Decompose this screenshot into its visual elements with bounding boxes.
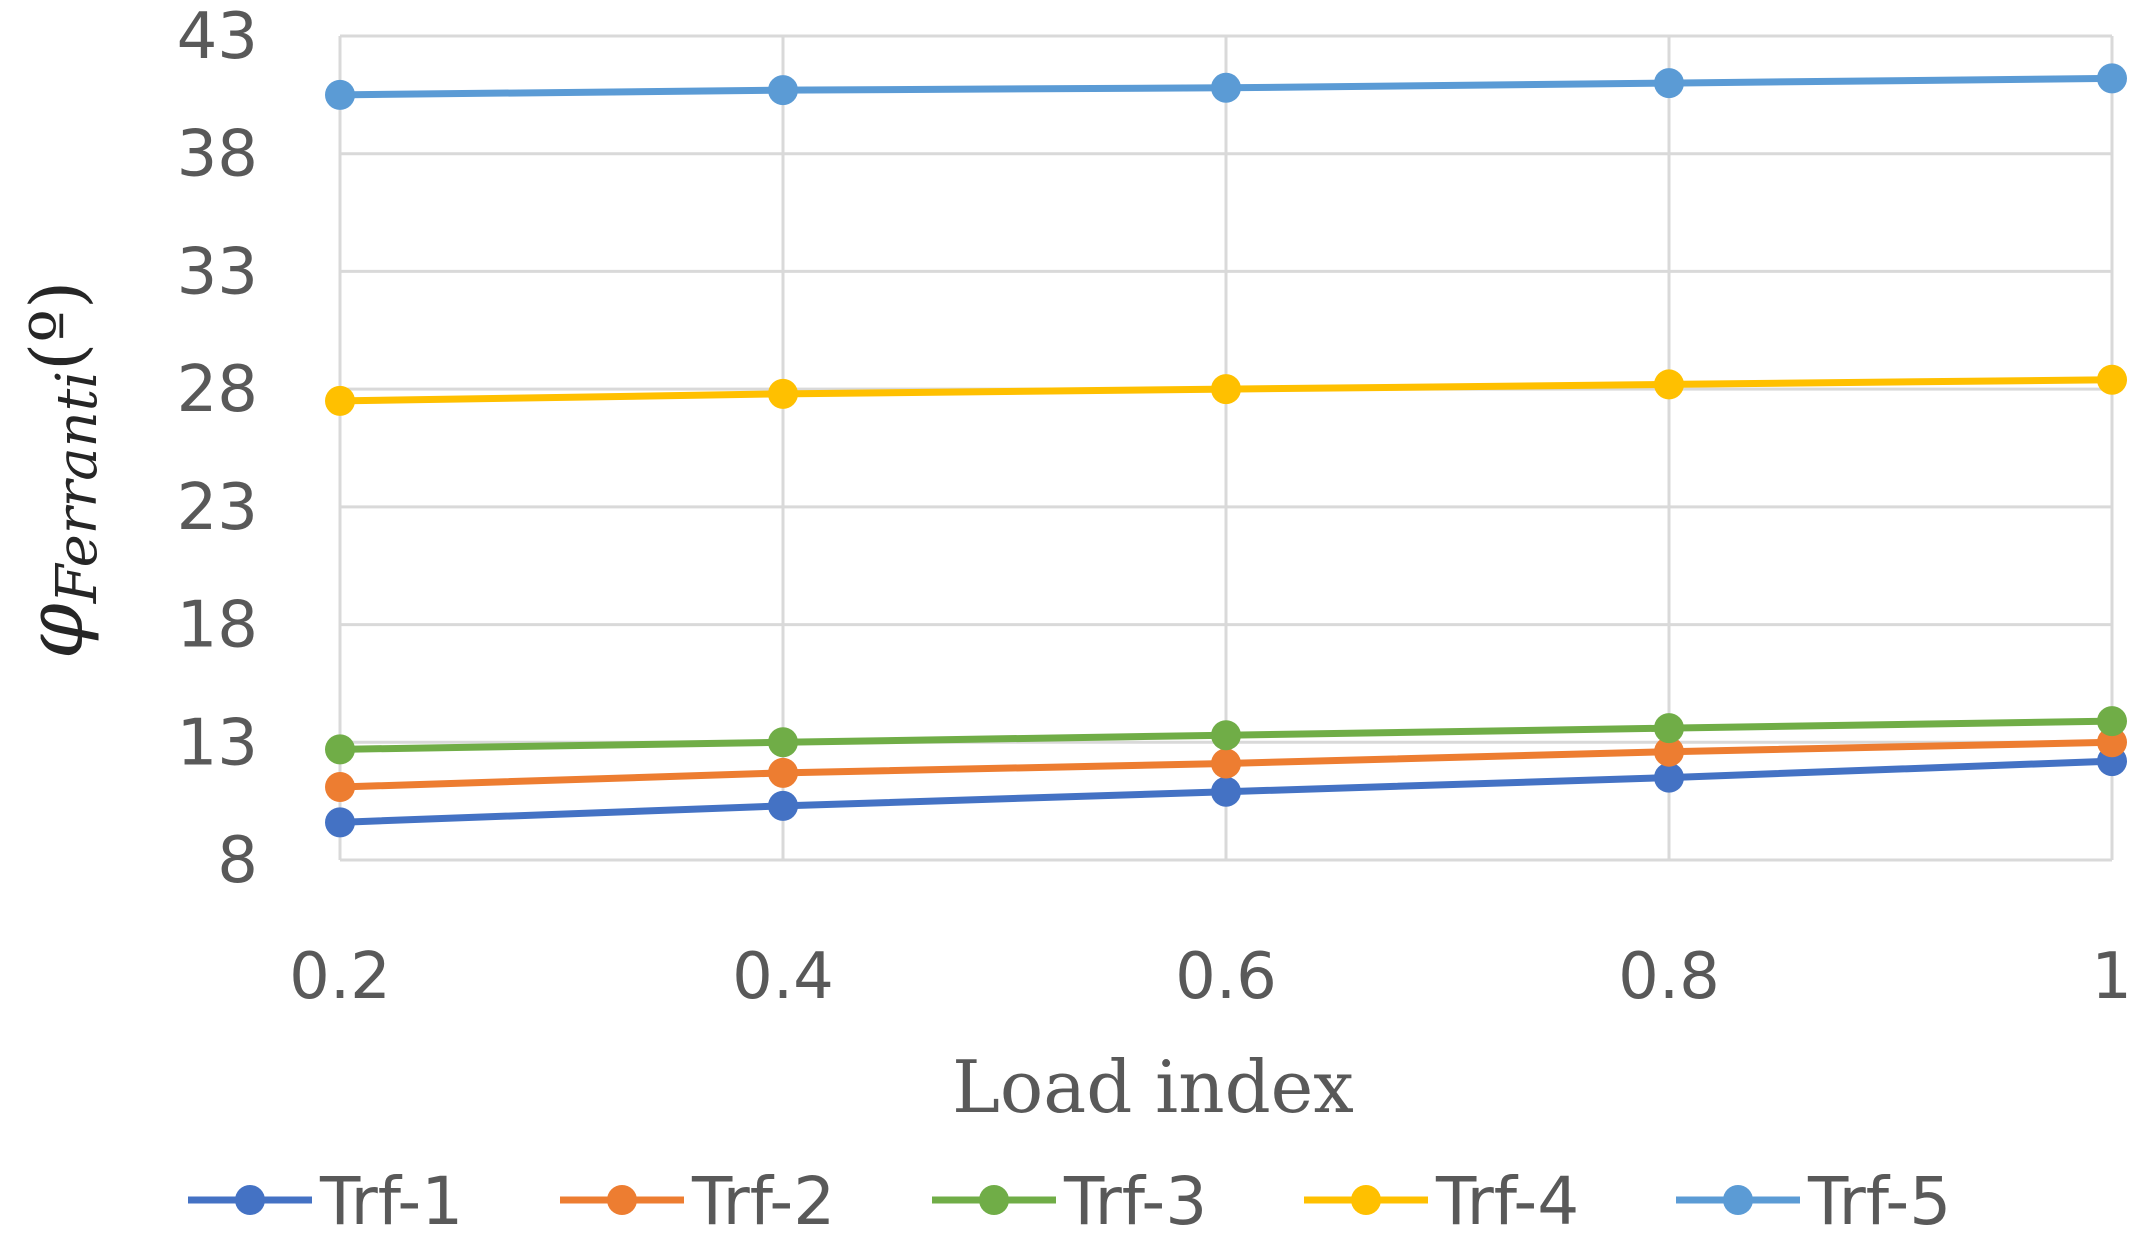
y-tick-label: 18 [177, 589, 258, 663]
legend-item-trf-1: Trf-1 [188, 1163, 463, 1240]
y-tick-label: 38 [177, 118, 258, 192]
legend-item-trf-3: Trf-3 [932, 1163, 1207, 1240]
legend-swatch-marker [1723, 1185, 1753, 1215]
x-tick-label: 1 [2091, 940, 2132, 1014]
data-point [2097, 364, 2127, 395]
x-axis-title: Load index [952, 1045, 1354, 1129]
y-tick-label: 33 [177, 235, 258, 309]
legend-label: Trf-2 [691, 1163, 835, 1240]
series-trf-5 [325, 63, 2127, 110]
data-point [1211, 374, 1241, 405]
data-point [1654, 369, 1684, 400]
data-point [1654, 68, 1684, 99]
data-point [1654, 713, 1684, 744]
data-point [768, 727, 798, 758]
legend-swatch-marker [1351, 1185, 1381, 1215]
series-trf-2 [325, 727, 2127, 803]
legend-swatch-marker [607, 1185, 637, 1215]
data-point [1654, 762, 1684, 793]
legend-label: Trf-4 [1435, 1163, 1579, 1240]
x-tick-label: 0.4 [732, 940, 834, 1014]
y-tick-label: 8 [217, 824, 258, 898]
data-point [325, 385, 355, 416]
legend-swatch-marker [979, 1185, 1009, 1215]
x-tick-label: 0.2 [289, 940, 391, 1014]
data-point [768, 378, 798, 409]
data-point [325, 772, 355, 803]
data-point [768, 757, 798, 788]
legend-item-trf-4: Trf-4 [1304, 1163, 1579, 1240]
series-trf-3 [325, 706, 2127, 765]
data-point [1654, 736, 1684, 767]
y-axis-ticks: 8 13 18 23 28 33 38 43 [177, 0, 258, 898]
data-point [1211, 776, 1241, 807]
y-axis-title: φFerranti(º) [8, 281, 110, 659]
data-point [2097, 706, 2127, 737]
legend-swatch-marker [235, 1185, 265, 1215]
data-point [768, 790, 798, 821]
data-point [325, 807, 355, 838]
y-tick-label: 28 [177, 353, 258, 427]
data-point [2097, 63, 2127, 94]
y-axis-title-subscript: Ferranti [45, 371, 110, 604]
x-tick-label: 0.6 [1175, 940, 1277, 1014]
y-tick-label: 23 [177, 471, 258, 545]
legend: Trf-1 Trf-2 Trf-3 Trf-4 Trf-5 [188, 1163, 1951, 1240]
data-point [1211, 748, 1241, 779]
data-point [325, 734, 355, 765]
legend-item-trf-5: Trf-5 [1676, 1163, 1951, 1240]
y-axis-title-symbol: φ [8, 603, 101, 659]
legend-item-trf-2: Trf-2 [560, 1163, 835, 1240]
data-point [768, 75, 798, 106]
x-tick-label: 0.8 [1618, 940, 1720, 1014]
y-tick-label: 43 [177, 0, 258, 74]
y-tick-label: 13 [177, 706, 258, 780]
x-axis-ticks: 0.2 0.4 0.6 0.8 1 [289, 940, 2132, 1014]
data-point [2097, 727, 2127, 758]
data-point [1211, 72, 1241, 103]
legend-label: Trf-3 [1063, 1163, 1207, 1240]
data-point [325, 79, 355, 110]
y-axis-title-unit: (º) [15, 281, 99, 371]
legend-label: Trf-1 [319, 1163, 463, 1240]
data-point [1211, 720, 1241, 751]
legend-label: Trf-5 [1807, 1163, 1951, 1240]
series-trf-4 [325, 364, 2127, 416]
series-lines [325, 63, 2127, 838]
